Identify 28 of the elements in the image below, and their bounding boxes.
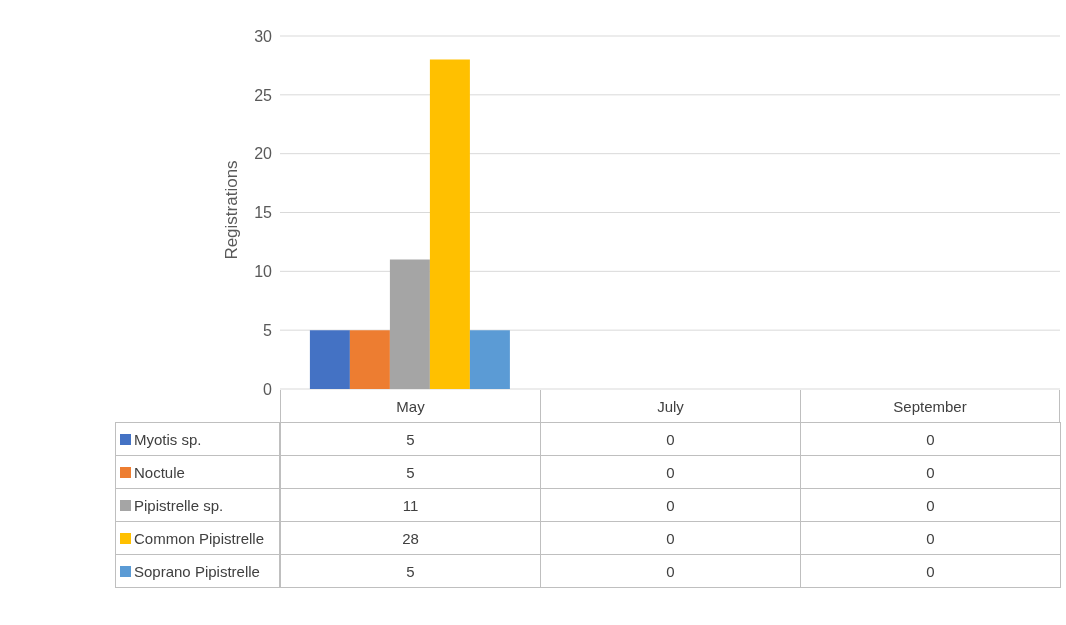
- data-label: 11: [280, 488, 541, 522]
- x-tick-label: July: [540, 390, 800, 423]
- y-tick-label: 20: [254, 145, 273, 163]
- y-tick-label: 30: [254, 27, 273, 45]
- legend-label: Myotis sp.: [134, 430, 202, 448]
- legend-label: Pipistrelle sp.: [134, 496, 224, 514]
- legend-label: Common Pipistrelle: [134, 529, 265, 547]
- y-tick-label: 10: [254, 263, 273, 281]
- y-axis-title: Registrations: [222, 160, 242, 260]
- y-tick-label: 25: [254, 86, 273, 104]
- data-label: 28: [280, 521, 541, 555]
- data-label: 0: [540, 422, 801, 456]
- data-label: 0: [800, 521, 1061, 555]
- data-label: 0: [540, 488, 801, 522]
- x-tick-label: September: [800, 390, 1060, 423]
- data-label: 0: [800, 488, 1061, 522]
- legend-label: Noctule: [134, 463, 185, 481]
- y-tick-label: 5: [263, 321, 273, 339]
- data-label: 0: [540, 521, 801, 555]
- y-tick-label: 0: [263, 380, 273, 398]
- data-label: 0: [540, 554, 801, 588]
- legend-label: Soprano Pipistrelle: [134, 562, 260, 580]
- data-label: 0: [800, 422, 1061, 456]
- data-label: 0: [800, 554, 1061, 588]
- y-tick-label: 15: [254, 204, 273, 222]
- data-label: 0: [540, 455, 801, 489]
- data-label: 0: [800, 455, 1061, 489]
- x-tick-label: May: [280, 390, 540, 423]
